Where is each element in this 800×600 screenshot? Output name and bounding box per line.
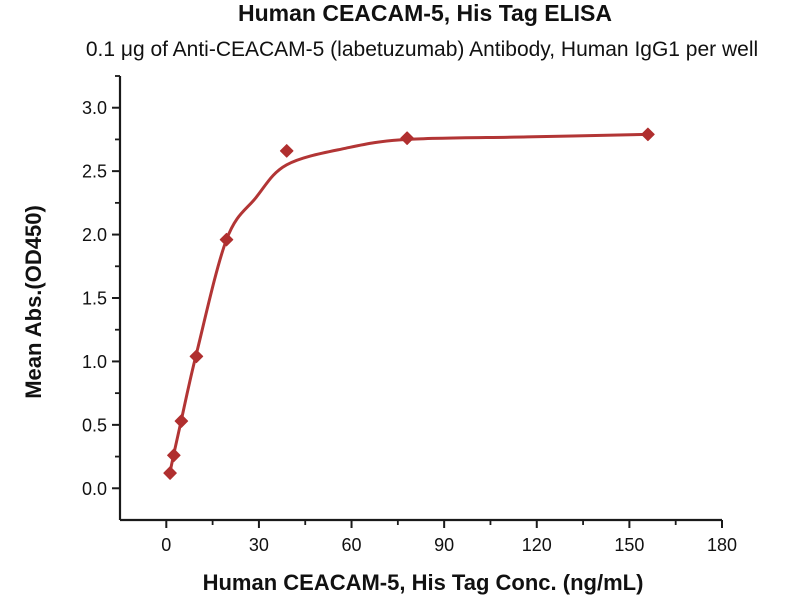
x-tick-label: 90 bbox=[434, 535, 454, 555]
data-point-marker bbox=[163, 466, 177, 480]
x-tick-label: 150 bbox=[614, 535, 644, 555]
data-point-marker bbox=[167, 448, 181, 463]
plot-area: 0 30 60 90 120 150 180 0.0 0.5 1.0 1.5 2.0 2.5 3.0 bbox=[82, 75, 737, 555]
y-tick-label: 2.5 bbox=[82, 162, 107, 182]
data-point-marker bbox=[174, 414, 189, 428]
x-tick-label: 60 bbox=[342, 535, 362, 555]
fit-curve bbox=[168, 132, 650, 474]
y-tick-label: 0.0 bbox=[82, 479, 107, 499]
chart-subtitle: 0.1 μg of Anti-CEACAM-5 (labetuzumab) An… bbox=[86, 38, 758, 61]
data-point-marker bbox=[279, 144, 294, 158]
x-tick-label: 30 bbox=[249, 535, 269, 555]
y-tick-label: 1.0 bbox=[82, 352, 107, 372]
x-tick-label: 120 bbox=[522, 535, 552, 555]
data-point-marker bbox=[189, 349, 204, 364]
x-axis-label: Human CEACAM-5, His Tag Conc. (ng/mL) bbox=[203, 570, 644, 595]
y-axis-label: Mean Abs.(OD450) bbox=[21, 205, 46, 399]
data-point-marker bbox=[400, 131, 414, 145]
y-tick-label: 1.5 bbox=[82, 289, 107, 309]
data-point-marker bbox=[641, 127, 655, 142]
y-tick-label: 3.0 bbox=[82, 98, 107, 118]
x-tick-label: 180 bbox=[707, 535, 737, 555]
y-tick-label: 0.5 bbox=[82, 415, 107, 435]
y-tick-label: 2.0 bbox=[82, 225, 107, 245]
x-tick-label: 0 bbox=[161, 535, 171, 555]
data-point-marker bbox=[219, 232, 234, 247]
chart-title: Human CEACAM-5, His Tag ELISA bbox=[238, 0, 612, 26]
